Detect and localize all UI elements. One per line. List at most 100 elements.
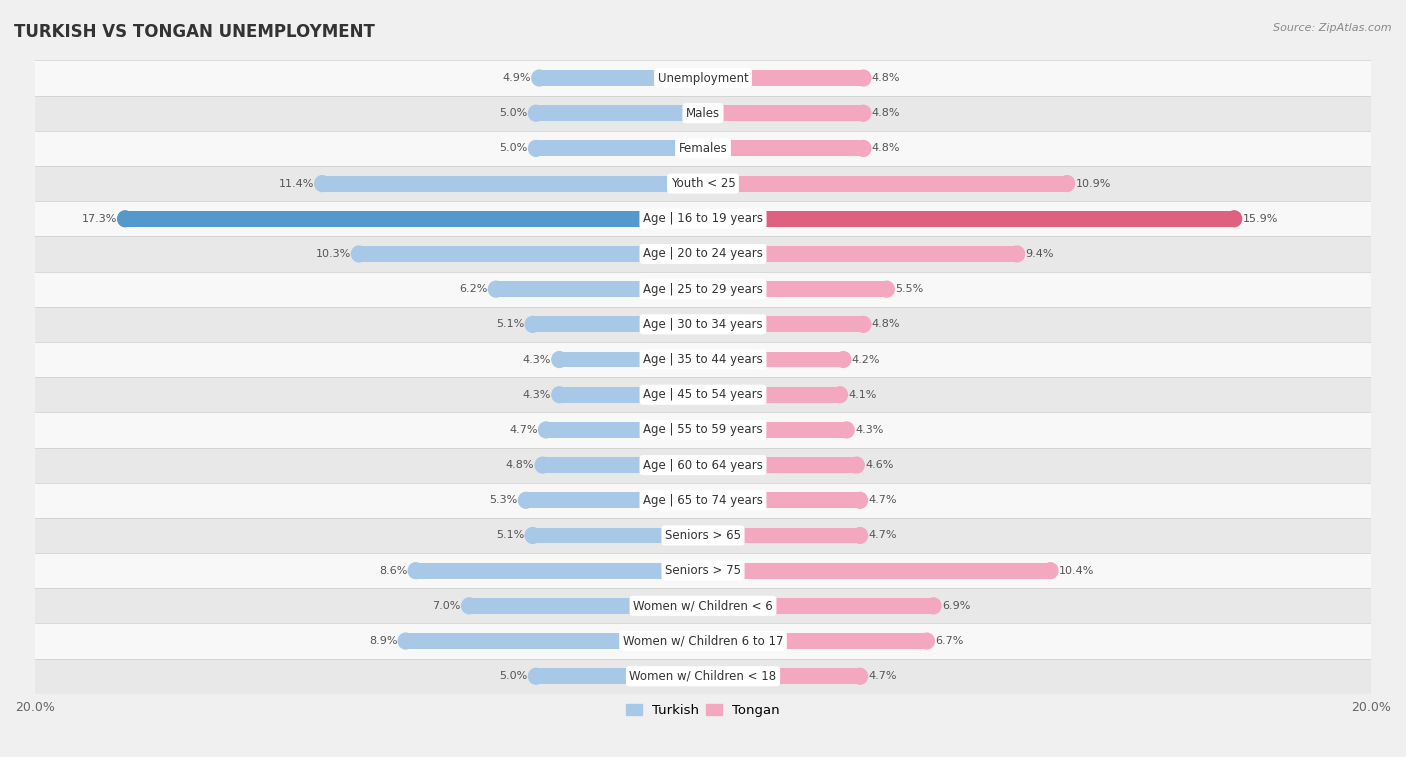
Bar [703,246,1017,262]
Circle shape [398,633,413,649]
Circle shape [1043,562,1057,578]
Text: 8.6%: 8.6% [380,565,408,575]
Text: 5.1%: 5.1% [496,319,524,329]
Text: 9.4%: 9.4% [1025,249,1054,259]
Bar [533,316,703,332]
Text: Age | 16 to 19 years: Age | 16 to 19 years [643,212,763,226]
Text: 4.3%: 4.3% [523,354,551,365]
Text: 4.3%: 4.3% [855,425,883,435]
Bar [35,624,1371,659]
Circle shape [536,457,550,473]
Bar [703,528,860,544]
Text: 10.3%: 10.3% [315,249,350,259]
Circle shape [408,562,423,578]
Bar [526,492,703,508]
Bar [703,457,856,473]
Bar [35,95,1371,131]
Bar [536,141,703,156]
Text: Females: Females [679,142,727,155]
Bar [496,282,703,297]
Bar [35,236,1371,272]
Circle shape [529,105,544,121]
Bar [35,413,1371,447]
Bar [703,282,887,297]
Text: Seniors > 75: Seniors > 75 [665,564,741,577]
Bar [533,528,703,544]
Bar [703,351,844,367]
Bar [416,562,703,578]
Bar [540,70,703,86]
Text: Age | 20 to 24 years: Age | 20 to 24 years [643,248,763,260]
Bar [35,342,1371,377]
Text: Males: Males [686,107,720,120]
Text: 6.2%: 6.2% [460,284,488,294]
Bar [536,105,703,121]
Bar [703,422,846,438]
Bar [35,61,1371,95]
Text: Age | 60 to 64 years: Age | 60 to 64 years [643,459,763,472]
Text: Women w/ Children < 18: Women w/ Children < 18 [630,670,776,683]
Text: Age | 55 to 59 years: Age | 55 to 59 years [643,423,763,436]
Text: 4.8%: 4.8% [872,108,900,118]
Circle shape [839,422,855,438]
Bar [703,70,863,86]
Bar [560,387,703,403]
Bar [560,351,703,367]
Text: 5.3%: 5.3% [489,495,517,505]
Circle shape [352,246,367,262]
Bar [703,633,927,649]
Text: Women w/ Children 6 to 17: Women w/ Children 6 to 17 [623,634,783,647]
Text: 4.7%: 4.7% [869,671,897,681]
Circle shape [524,528,540,544]
Text: Age | 65 to 74 years: Age | 65 to 74 years [643,494,763,506]
Bar [703,387,839,403]
Bar [35,659,1371,694]
Bar [125,211,703,226]
Text: Age | 35 to 44 years: Age | 35 to 44 years [643,353,763,366]
Circle shape [852,668,868,684]
Bar [35,201,1371,236]
Legend: Turkish, Tongan: Turkish, Tongan [620,699,786,722]
Bar [703,316,863,332]
Circle shape [519,492,533,508]
Circle shape [531,70,547,86]
Text: Women w/ Children < 6: Women w/ Children < 6 [633,600,773,612]
Text: 4.7%: 4.7% [509,425,537,435]
Text: Age | 30 to 34 years: Age | 30 to 34 years [643,318,763,331]
Text: 4.8%: 4.8% [506,460,534,470]
Bar [543,457,703,473]
Text: 7.0%: 7.0% [433,601,461,611]
Bar [35,307,1371,342]
Text: Youth < 25: Youth < 25 [671,177,735,190]
Text: 17.3%: 17.3% [82,213,117,224]
Bar [35,272,1371,307]
Bar [35,588,1371,624]
Circle shape [529,668,544,684]
Text: 5.1%: 5.1% [496,531,524,540]
Bar [536,668,703,684]
Circle shape [538,422,554,438]
Text: 4.7%: 4.7% [869,531,897,540]
Text: Unemployment: Unemployment [658,71,748,85]
Bar [703,176,1067,192]
Circle shape [879,282,894,297]
Bar [546,422,703,438]
Circle shape [118,211,132,226]
Text: 4.1%: 4.1% [848,390,877,400]
Bar [703,492,860,508]
Text: 5.5%: 5.5% [896,284,924,294]
Bar [35,447,1371,483]
Circle shape [461,598,477,614]
Text: 4.8%: 4.8% [872,73,900,83]
Circle shape [835,351,851,367]
Text: 4.8%: 4.8% [872,143,900,154]
Text: 11.4%: 11.4% [278,179,314,188]
Bar [703,211,1234,226]
Circle shape [488,282,503,297]
Bar [406,633,703,649]
Text: 6.9%: 6.9% [942,601,970,611]
Circle shape [551,351,567,367]
Text: 10.4%: 10.4% [1059,565,1094,575]
Text: 4.8%: 4.8% [872,319,900,329]
Text: Seniors > 65: Seniors > 65 [665,529,741,542]
